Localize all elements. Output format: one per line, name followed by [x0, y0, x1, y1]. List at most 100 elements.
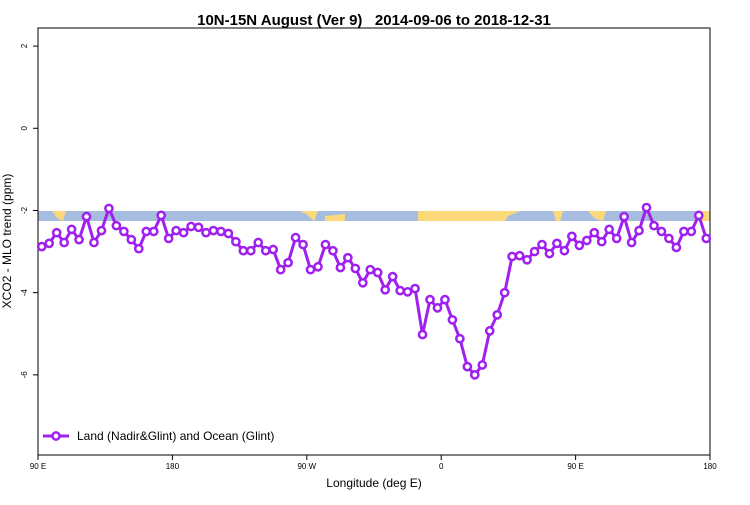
point	[178, 227, 189, 238]
y-axis-label: XCO2 - MLO trend (ppm)	[0, 174, 14, 309]
point	[119, 226, 129, 237]
point	[156, 210, 167, 221]
point	[529, 246, 540, 257]
point	[186, 221, 196, 232]
land-patch	[52, 211, 66, 221]
point	[514, 250, 525, 261]
point	[208, 225, 219, 236]
point	[44, 238, 55, 249]
y-tick-label: -6	[20, 371, 29, 379]
point	[552, 238, 562, 249]
point	[432, 303, 443, 313]
point	[641, 202, 652, 213]
point	[245, 245, 256, 256]
point	[290, 232, 301, 243]
point	[469, 370, 480, 380]
point	[193, 222, 204, 233]
point	[126, 234, 137, 245]
point	[66, 224, 77, 235]
point	[231, 236, 241, 247]
point	[626, 237, 637, 248]
point	[201, 227, 211, 238]
point	[492, 310, 503, 320]
point	[611, 233, 622, 244]
point	[462, 361, 473, 372]
point	[671, 242, 682, 253]
point	[455, 333, 465, 344]
point	[522, 254, 532, 265]
x-tick-label: 0	[439, 462, 444, 471]
point	[350, 263, 361, 274]
point	[81, 211, 92, 222]
point	[171, 225, 181, 236]
point	[313, 261, 323, 272]
point	[380, 284, 391, 295]
point	[335, 262, 346, 273]
chart-title: 10N-15N August (Ver 9) 2014-09-06 to 201…	[197, 12, 551, 29]
point	[387, 271, 398, 282]
point	[223, 228, 234, 239]
point	[425, 294, 435, 305]
point	[163, 233, 174, 244]
point	[686, 226, 697, 237]
point	[619, 211, 629, 222]
point	[238, 245, 249, 256]
point	[305, 264, 316, 275]
land-patch	[300, 211, 318, 221]
point	[36, 241, 47, 252]
point	[74, 234, 84, 245]
point	[649, 220, 659, 231]
point	[656, 226, 667, 237]
point	[89, 237, 99, 248]
point	[634, 225, 644, 236]
point	[664, 233, 674, 244]
point	[507, 251, 517, 262]
land-patch	[553, 211, 563, 221]
point	[567, 231, 577, 242]
point	[283, 257, 293, 268]
x-axis-label: Longitude (deg E)	[326, 476, 421, 490]
plot-frame	[37, 27, 711, 456]
land-patch	[418, 211, 520, 221]
x-tick-label: 180	[703, 462, 717, 471]
point	[51, 227, 62, 238]
point	[484, 326, 495, 336]
point	[701, 233, 712, 244]
land-patch	[325, 214, 345, 221]
point	[59, 237, 69, 248]
x-tick-label: 90 E	[30, 462, 46, 471]
land-ocean-band	[38, 211, 710, 221]
y-tick-label: -2	[20, 206, 29, 214]
legend-label: Land (Nadir&Glint) and Ocean (Glint)	[77, 429, 274, 443]
point	[679, 226, 689, 237]
point	[604, 224, 615, 235]
point	[260, 245, 271, 256]
point	[596, 236, 607, 247]
point	[253, 237, 264, 248]
land-patch	[588, 211, 606, 221]
point	[343, 252, 353, 263]
point	[275, 264, 286, 275]
point	[574, 240, 585, 251]
point	[589, 227, 600, 238]
point	[440, 294, 450, 305]
point	[372, 267, 383, 278]
point	[410, 283, 420, 294]
point	[581, 235, 592, 246]
point	[320, 239, 331, 250]
point	[544, 248, 555, 259]
point	[96, 225, 107, 236]
point	[477, 360, 488, 370]
point	[693, 210, 704, 221]
x-tick-label: 180	[166, 462, 180, 471]
point	[559, 245, 570, 256]
point	[141, 226, 152, 237]
point	[133, 243, 144, 254]
ocean-band	[38, 211, 710, 221]
x-tick-label: 90 E	[567, 462, 583, 471]
point	[298, 239, 308, 250]
point	[111, 220, 122, 231]
point	[395, 285, 405, 296]
y-tick-label: 0	[20, 126, 29, 131]
